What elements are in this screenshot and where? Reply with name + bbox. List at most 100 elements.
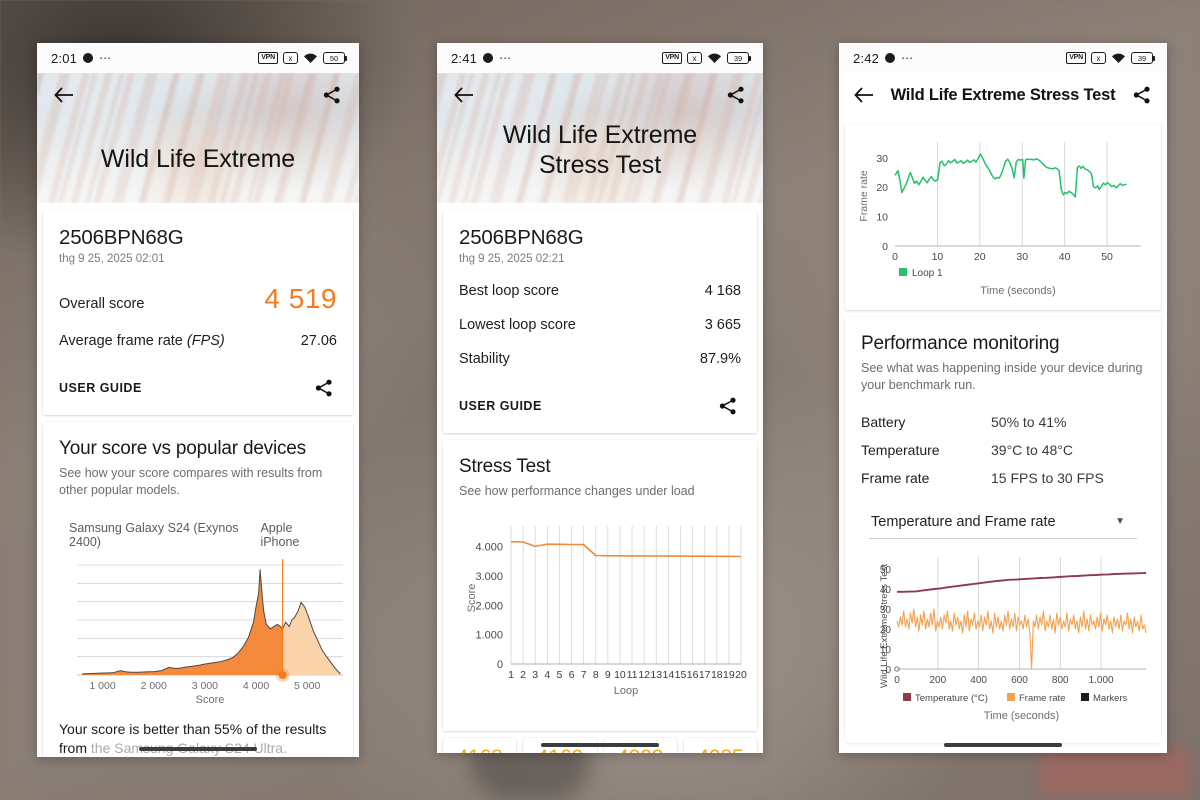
notification-dots-icon: ⋯ [901,51,915,65]
share-button-card[interactable] [715,393,741,419]
svg-text:20: 20 [974,251,986,263]
perf-subtitle: See what was happening inside your devic… [861,361,1143,392]
overall-score-label: Overall score [59,296,145,312]
share-button-card[interactable] [311,375,337,401]
loop-score-item[interactable]: 4085 Loop 4 [683,737,757,753]
navigation-pill [541,743,659,747]
stability-value: 87.9% [699,351,741,367]
camera-punchhole-icon [483,53,494,63]
svg-text:Loop: Loop [614,685,638,697]
navigation-pill [944,743,1062,747]
hero-title-line2: Stress Test [538,150,662,179]
perf-battery-label: Battery [861,413,906,430]
lowest-loop-value: 3 665 [704,317,741,333]
perf-battery-value: 50% to 41% [991,413,1067,430]
svg-text:12: 12 [638,669,650,681]
best-loop-row: Best loop score 4 168 [459,283,741,299]
svg-text:10: 10 [876,212,888,224]
comparison-title: Your score vs popular devices [59,438,306,459]
status-bar: 2:41 ⋯ VPN x 39 [437,43,763,73]
hero-toolbar [37,73,359,117]
back-button[interactable] [851,82,877,108]
stress-test-title: Stress Test [459,456,551,477]
score-histogram-chart: 1 000 2 000 3 000 4 000 5 000 Score [77,558,343,706]
perf-framerate-value: 15 FPS to 30 FPS [991,469,1104,486]
svg-text:20: 20 [735,669,747,681]
comparison-card: Your score vs popular devices See how yo… [43,422,353,757]
user-guide-row[interactable]: USER GUIDE [59,375,337,401]
svg-text:1 000: 1 000 [89,680,115,692]
back-button[interactable] [451,82,477,108]
svg-text:11: 11 [627,669,638,681]
svg-text:Time (seconds): Time (seconds) [984,710,1059,722]
svg-text:10: 10 [614,669,626,681]
svg-text:Time (seconds): Time (seconds) [980,285,1055,297]
average-fps-value: 27.06 [300,333,337,349]
best-loop-label: Best loop score [459,283,559,299]
share-button[interactable] [723,82,749,108]
hero-banner: Wild Life Extreme [37,73,359,203]
status-time: 2:01 [51,50,78,66]
frame-rate-chart: 0 10 20 30 0 10 20 30 40 50 Frame rate Loop 1 Time (… [858,142,1141,297]
vpn-icon: VPN [662,52,682,64]
compare-device-right: Apple iPhone [260,520,300,549]
svg-text:2.000: 2.000 [475,600,503,612]
svg-text:30: 30 [880,605,892,616]
average-fps-label: Average frame rate (FPS) [59,333,225,349]
lowest-loop-row: Lowest loop score 3 665 [459,317,741,333]
svg-text:0: 0 [882,241,888,253]
vpn-icon: VPN [258,52,278,64]
svg-text:Markers: Markers [1093,693,1128,704]
svg-text:Loop 1: Loop 1 [912,268,943,279]
stability-label: Stability [459,351,510,367]
fps-unit: (FPS) [186,333,225,349]
svg-text:0: 0 [497,659,503,671]
back-button[interactable] [51,82,77,108]
notification-dots-icon: ⋯ [99,51,113,65]
svg-text:50: 50 [1101,251,1113,263]
camera-punchhole-icon [83,53,94,63]
share-button[interactable] [1129,82,1155,108]
share-button[interactable] [319,82,345,108]
metric-select[interactable]: Temperature and Frame rate ▼ [869,508,1137,539]
vpn-icon: VPN [1066,52,1086,64]
benchmark-date: thg 9 25, 2025 02:01 [59,253,165,265]
svg-text:10: 10 [932,251,944,263]
perf-title: Performance monitoring [861,333,1060,354]
status-bar: 2:01 ⋯ VPN x 50 [37,43,359,73]
device-name: 2506BPN68G [59,226,184,249]
average-fps-row: Average frame rate (FPS) 27.06 [59,333,337,349]
stress-test-card: Stress Test See how performance changes … [443,440,757,731]
svg-text:Temperature (°C): Temperature (°C) [915,693,988,704]
svg-text:18: 18 [711,669,723,681]
svg-text:30: 30 [1016,251,1028,263]
user-guide-link[interactable]: USER GUIDE [59,381,142,395]
svg-text:Score: Score [196,694,225,703]
svg-text:3: 3 [532,669,538,681]
frame-rate-card: 0 10 20 30 0 10 20 30 40 50 Frame rate Loop 1 Time (… [845,124,1161,310]
mute-icon: x [687,52,702,64]
navigation-pill [139,747,257,751]
loop-score-value: 4008 [608,746,673,753]
page-title: Wild Life Extreme Stress Test [890,85,1116,104]
svg-text:1: 1 [508,669,514,681]
svg-text:Wild Life Extreme Stress Test: Wild Life Extreme Stress Test [879,563,890,687]
hero-title: Wild Life Extreme [100,145,296,173]
wifi-icon [707,52,722,64]
comparison-footer-visible: Your score is better than 55% of the res… [59,720,327,757]
overall-score-row: Overall score 4 519 [59,283,337,315]
svg-text:Frame rate: Frame rate [1019,693,1065,704]
svg-text:4: 4 [544,669,550,681]
user-guide-link[interactable]: USER GUIDE [459,399,542,413]
wifi-icon [303,52,318,64]
svg-text:20: 20 [880,625,892,636]
mute-icon: x [283,52,298,64]
svg-text:Score: Score [466,584,478,613]
svg-text:1.000: 1.000 [475,630,503,642]
comparison-footer: Your score is better than 55% of the res… [59,720,337,757]
svg-text:0: 0 [885,665,891,676]
user-guide-row[interactable]: USER GUIDE [459,393,741,419]
svg-text:10: 10 [880,645,892,656]
